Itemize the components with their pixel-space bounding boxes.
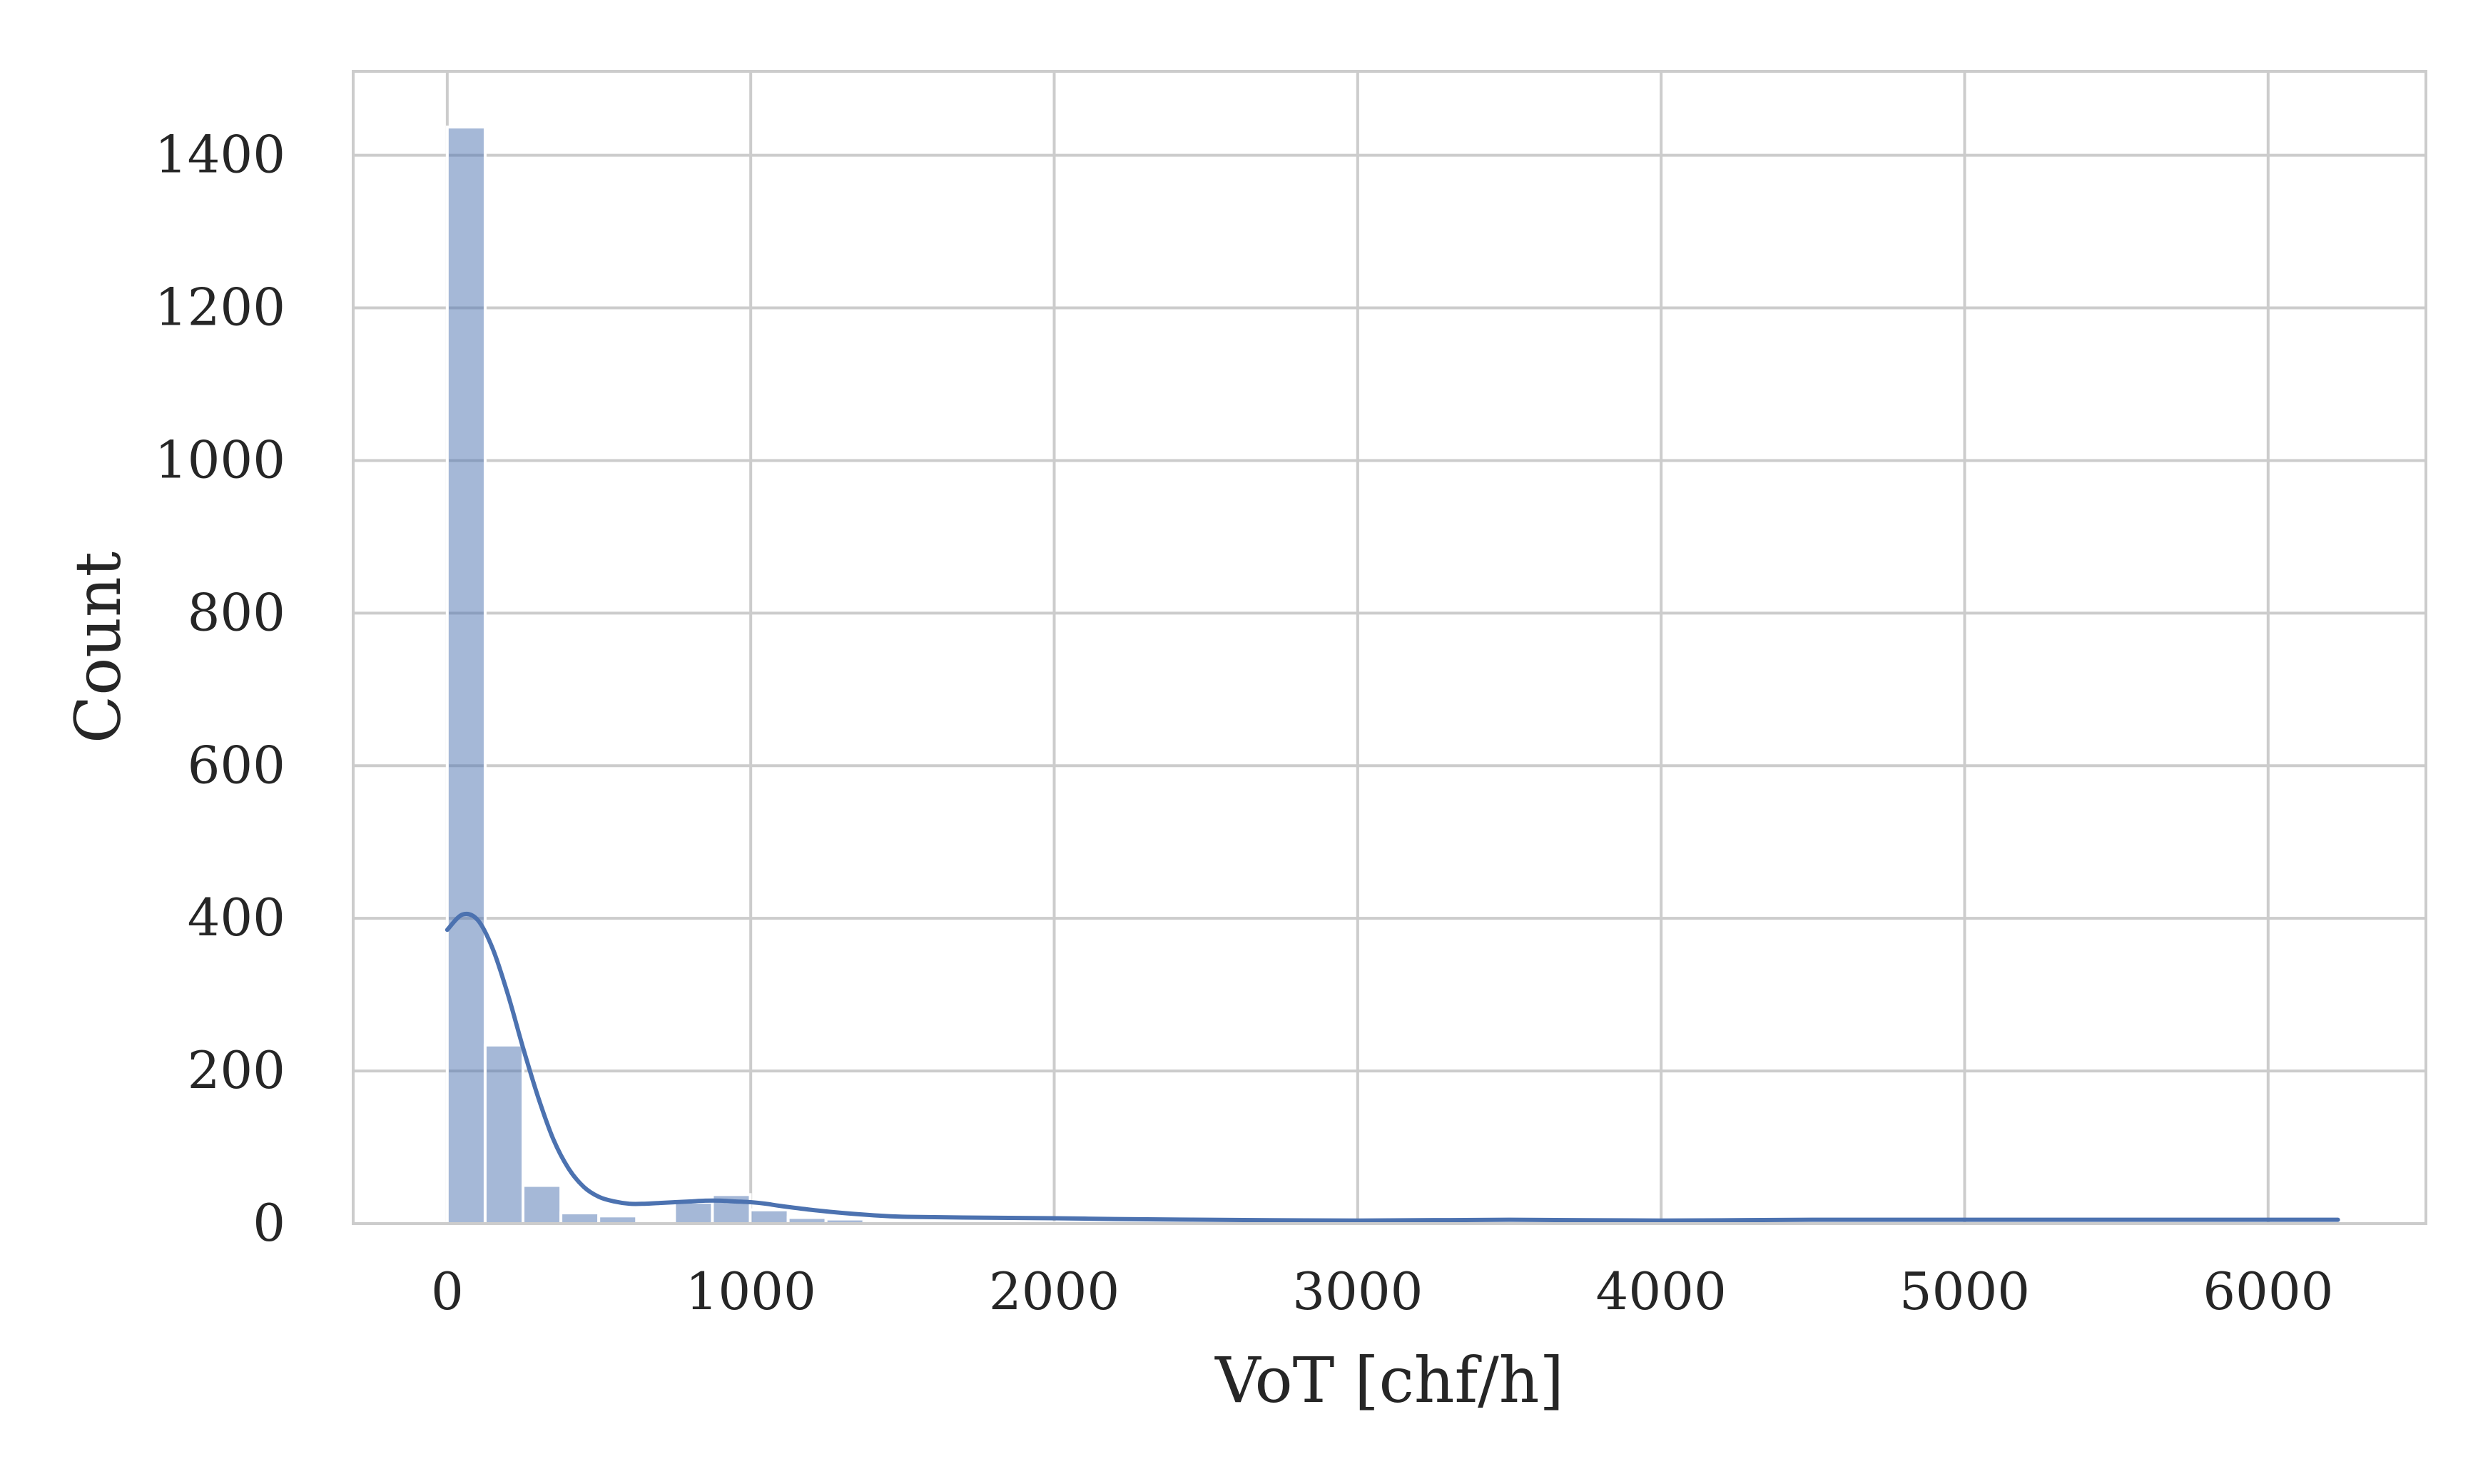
y-axis-label: Count bbox=[61, 552, 135, 743]
grid-lines bbox=[353, 71, 2426, 1225]
kde-curve bbox=[445, 911, 2340, 1223]
x-tick-label: 3000 bbox=[1292, 1261, 1423, 1321]
x-tick-label: 1000 bbox=[686, 1261, 816, 1321]
histogram-bar bbox=[748, 1208, 790, 1225]
y-tick-label: 1400 bbox=[155, 125, 285, 185]
x-tick-labels: 0 1000 2000 3000 4000 5000 6000 bbox=[431, 1261, 2333, 1321]
x-tick-label: 0 bbox=[431, 1261, 464, 1321]
y-tick-label: 200 bbox=[188, 1040, 285, 1100]
x-tick-label: 4000 bbox=[1596, 1261, 1727, 1321]
y-tick-label: 1200 bbox=[155, 278, 285, 337]
plot-frame bbox=[352, 70, 2427, 1225]
histogram-bar bbox=[445, 126, 487, 1225]
x-tick-label: 5000 bbox=[1899, 1261, 2030, 1321]
y-tick-label: 400 bbox=[188, 888, 285, 947]
y-tick-label: 600 bbox=[188, 735, 285, 795]
histogram-bar bbox=[559, 1211, 601, 1225]
x-tick-label: 6000 bbox=[2203, 1261, 2333, 1321]
histogram-bar bbox=[673, 1201, 714, 1225]
histogram-bar bbox=[483, 1043, 525, 1226]
y-tick-label: 1000 bbox=[155, 430, 285, 489]
y-tick-label: 0 bbox=[253, 1193, 285, 1253]
x-tick-label: 2000 bbox=[989, 1261, 1119, 1321]
histogram-bars bbox=[445, 126, 1207, 1226]
x-axis-label: VoT [chf/h] bbox=[1214, 1343, 1564, 1417]
histogram-bar bbox=[522, 1184, 563, 1226]
y-tick-labels: 0 200 400 600 800 1000 1200 1400 bbox=[155, 125, 285, 1253]
y-tick-label: 800 bbox=[188, 582, 285, 642]
